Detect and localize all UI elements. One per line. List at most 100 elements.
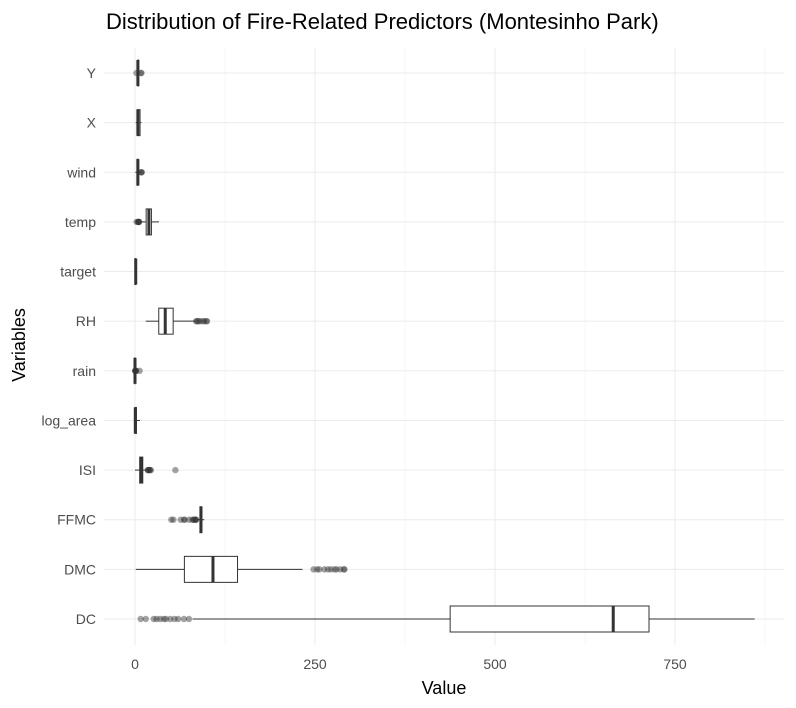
box-Y (133, 59, 145, 87)
y-tick-label: temp (65, 214, 96, 230)
y-tick-label: DC (76, 611, 96, 627)
outlier-point (185, 516, 193, 523)
outlier-point (138, 69, 145, 77)
y-tick-label: RH (76, 313, 96, 329)
outlier-point (135, 218, 142, 226)
outlier-point (147, 466, 155, 474)
box-RH (145, 307, 211, 335)
box-temp (133, 208, 159, 236)
outlier-point (195, 317, 202, 325)
y-tick-label: rain (73, 363, 96, 379)
outlier-point (189, 516, 196, 523)
box-X (135, 109, 142, 137)
outlier-point (316, 566, 323, 573)
outlier-point (193, 516, 200, 523)
outlier-point (203, 317, 210, 325)
outlier-point (190, 516, 197, 523)
outlier-point (137, 69, 144, 77)
outlier-point (132, 367, 139, 375)
y-tick-label: X (87, 115, 97, 131)
outlier-point (144, 466, 152, 474)
box-iqr (183, 555, 239, 583)
box-log_area (133, 406, 141, 434)
outlier-point (196, 317, 203, 325)
box-ISI (135, 456, 179, 484)
outlier-point (193, 317, 201, 325)
outlier-point (132, 367, 139, 375)
outlier-point (185, 615, 193, 623)
outlier-point (135, 218, 143, 226)
x-tick-label: 750 (663, 656, 687, 672)
box-target (134, 258, 138, 286)
box-rain (131, 357, 143, 385)
outlier-point (167, 615, 174, 623)
outlier-point (180, 516, 188, 523)
x-tick-label: 500 (483, 656, 507, 672)
outlier-point (310, 566, 317, 573)
outlier-point (132, 367, 139, 375)
outlier-point (153, 615, 160, 623)
grid (104, 48, 784, 645)
outlier-point (333, 566, 340, 573)
outlier-point (192, 516, 199, 523)
outlier-point (321, 566, 328, 573)
outlier-point (133, 69, 140, 77)
outlier-point (146, 466, 154, 474)
outlier-point (168, 516, 175, 523)
outlier-point (135, 218, 142, 226)
box-FFMC (168, 506, 205, 534)
y-tick-label: wind (66, 164, 96, 180)
outlier-point (142, 615, 149, 623)
outlier-point (144, 466, 152, 474)
y-tick-label: target (60, 264, 96, 280)
outlier-point (170, 516, 177, 523)
outlier-point (138, 169, 145, 176)
box-wind (135, 158, 145, 186)
outlier-point (340, 566, 347, 573)
x-axis-title: Value (422, 678, 467, 698)
outlier-point (135, 218, 143, 226)
outlier-point (172, 466, 179, 474)
outlier-point (136, 367, 143, 375)
outlier-point (146, 466, 153, 474)
outlier-point (150, 615, 157, 623)
outlier-point (193, 317, 200, 325)
outlier-point (171, 615, 178, 623)
outlier-point (134, 218, 142, 226)
outlier-point (331, 566, 338, 573)
chart-title: Distribution of Fire-Related Predictors … (106, 9, 659, 34)
box-DC (137, 605, 755, 633)
outlier-point (327, 566, 335, 573)
outlier-point (133, 218, 140, 226)
outlier-point (180, 615, 188, 623)
x-tick-label: 250 (303, 656, 327, 672)
box-iqr (449, 605, 650, 633)
box-DMC (135, 555, 348, 583)
outlier-point (324, 566, 332, 573)
outlier-point (145, 466, 152, 474)
outlier-point (162, 615, 170, 623)
outlier-point (175, 615, 182, 623)
outlier-point (200, 317, 208, 325)
outlier-point (341, 566, 348, 573)
y-tick-label: Y (87, 65, 97, 81)
outlier-point (313, 566, 321, 573)
outlier-point (137, 169, 145, 176)
outlier-point (181, 516, 188, 523)
outlier-point (132, 367, 140, 375)
outlier-point (157, 615, 164, 623)
y-tick-label: FFMC (57, 512, 96, 528)
x-tick-label: 0 (131, 656, 139, 672)
y-axis-title: Variables (9, 308, 29, 382)
outlier-point (131, 367, 139, 375)
boxes-layer (131, 59, 755, 633)
y-tick-label: DMC (64, 561, 96, 577)
outlier-point (190, 516, 198, 523)
x-tick-labels: 0 250 500 750 (131, 656, 687, 672)
outlier-point (203, 317, 211, 325)
y-tick-label: ISI (79, 462, 96, 478)
outlier-point (137, 615, 144, 623)
